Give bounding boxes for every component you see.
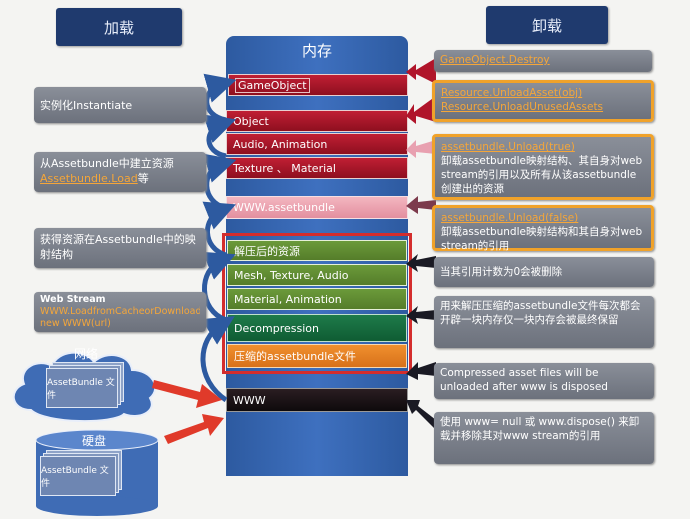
stack-decompression: Decompression [227,314,407,342]
stack-www-assetbundle: WWW.assetbundle [226,196,408,219]
load-header: 加载 [56,8,182,46]
stack-www: WWW [226,388,408,412]
right-arrows [406,58,436,428]
load-arrows [152,380,224,444]
stack-gameobject: GameObject [228,74,408,96]
assetbundle-load-link: Assetbundle.Load [40,172,138,185]
stack-material-animation: Material, Animation [227,288,407,310]
stack-compressed-assetbundle: 压缩的assetbundle文件 [227,344,407,368]
note-unload-false: assetbundle.Unload(false) 卸载assetbundle映… [432,205,654,252]
note-unload-asset: Resource.UnloadAsset(obj) Resource.Unloa… [432,80,654,122]
note-instantiate: 实例化Instantiate [34,87,206,123]
stack-texture-material: Texture 、 Material [226,157,408,179]
note-decompress-memory: 用来解压压缩的assetbundle文件每次都会开辟一块内存仅一块内存会被最终保… [434,296,654,348]
stack-object: Object [226,110,408,132]
disk-label: 硬盘 [82,434,107,448]
network-label: 网络 [74,347,99,361]
disk-file-stack: AssetBundle 文件 [40,450,122,496]
note-create-resource: 从Assetbundle中建立资源 Assetbundle.Load等 [34,152,206,192]
unload-header: 卸载 [486,6,608,44]
gameobject-destroy-link: GameObject.Destroy [440,54,550,66]
stack-mesh-texture-audio: Mesh, Texture, Audio [227,264,407,286]
note-webstream: Web Stream WWW.LoadfromCacheorDownload n… [34,292,206,332]
note-refcount: 当其引用计数为0会被删除 [434,257,654,287]
note-www-dispose: 使用 www= null 或 www.dispose() 来卸载并移除其对www… [434,412,654,464]
network-file-stack: AssetBundle 文件 [46,362,124,408]
decompressed-frame [222,233,412,374]
memory-title: 内存 [301,42,332,60]
stack-audio-animation: Audio, Animation [226,133,408,155]
note-mapping: 获得资源在Assetbundle中的映射结构 [34,228,206,268]
stack-decompressed-assets: 解压后的资源 [227,240,407,261]
note-unload-true: assetbundle.Unload(true) 卸载assetbundle映射… [432,134,654,200]
note-destroy: GameObject.Destroy [434,50,652,72]
note-compressed-unload: Compressed asset files will be unloaded … [434,363,654,399]
left-flow-arrows [200,73,236,403]
